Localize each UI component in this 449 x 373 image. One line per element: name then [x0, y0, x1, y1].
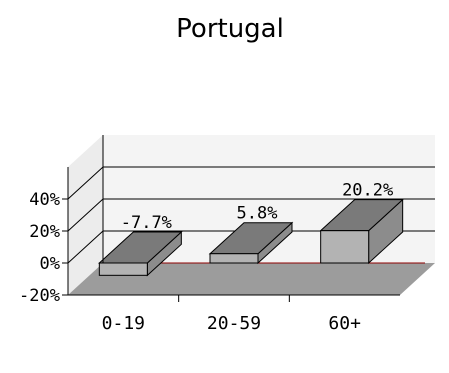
data-labels: -7.7% 5.8% 20.2% — [121, 181, 394, 233]
bar-front-1 — [209, 253, 259, 264]
x-tick-labels: 0-19 20-59 60+ — [102, 313, 361, 334]
y-tick-labels: -20% 0% 20% 40% — [19, 190, 60, 306]
y-tick-label-2: 20% — [29, 222, 60, 242]
bar-2 — [319, 198, 404, 265]
data-label-1: 5.8% — [237, 204, 278, 224]
floor — [68, 263, 435, 295]
bar-front-2 — [320, 230, 370, 264]
x-tick-label-1: 20-59 — [207, 313, 261, 334]
y-tick-label-0: -20% — [19, 286, 60, 306]
chart-title: Portugal — [176, 14, 284, 44]
data-label-2: 20.2% — [342, 181, 393, 201]
y-tick-label-1: 0% — [40, 254, 60, 274]
x-tick-label-2: 60+ — [328, 313, 361, 334]
bars — [98, 198, 404, 277]
axes — [62, 135, 400, 302]
bar-front-0 — [98, 262, 148, 276]
bar-0 — [98, 230, 183, 277]
x-tick-label-0: 0-19 — [102, 313, 145, 334]
bar-1 — [208, 221, 294, 265]
y-tick-label-3: 40% — [29, 190, 60, 210]
data-label-0: -7.7% — [121, 213, 172, 233]
